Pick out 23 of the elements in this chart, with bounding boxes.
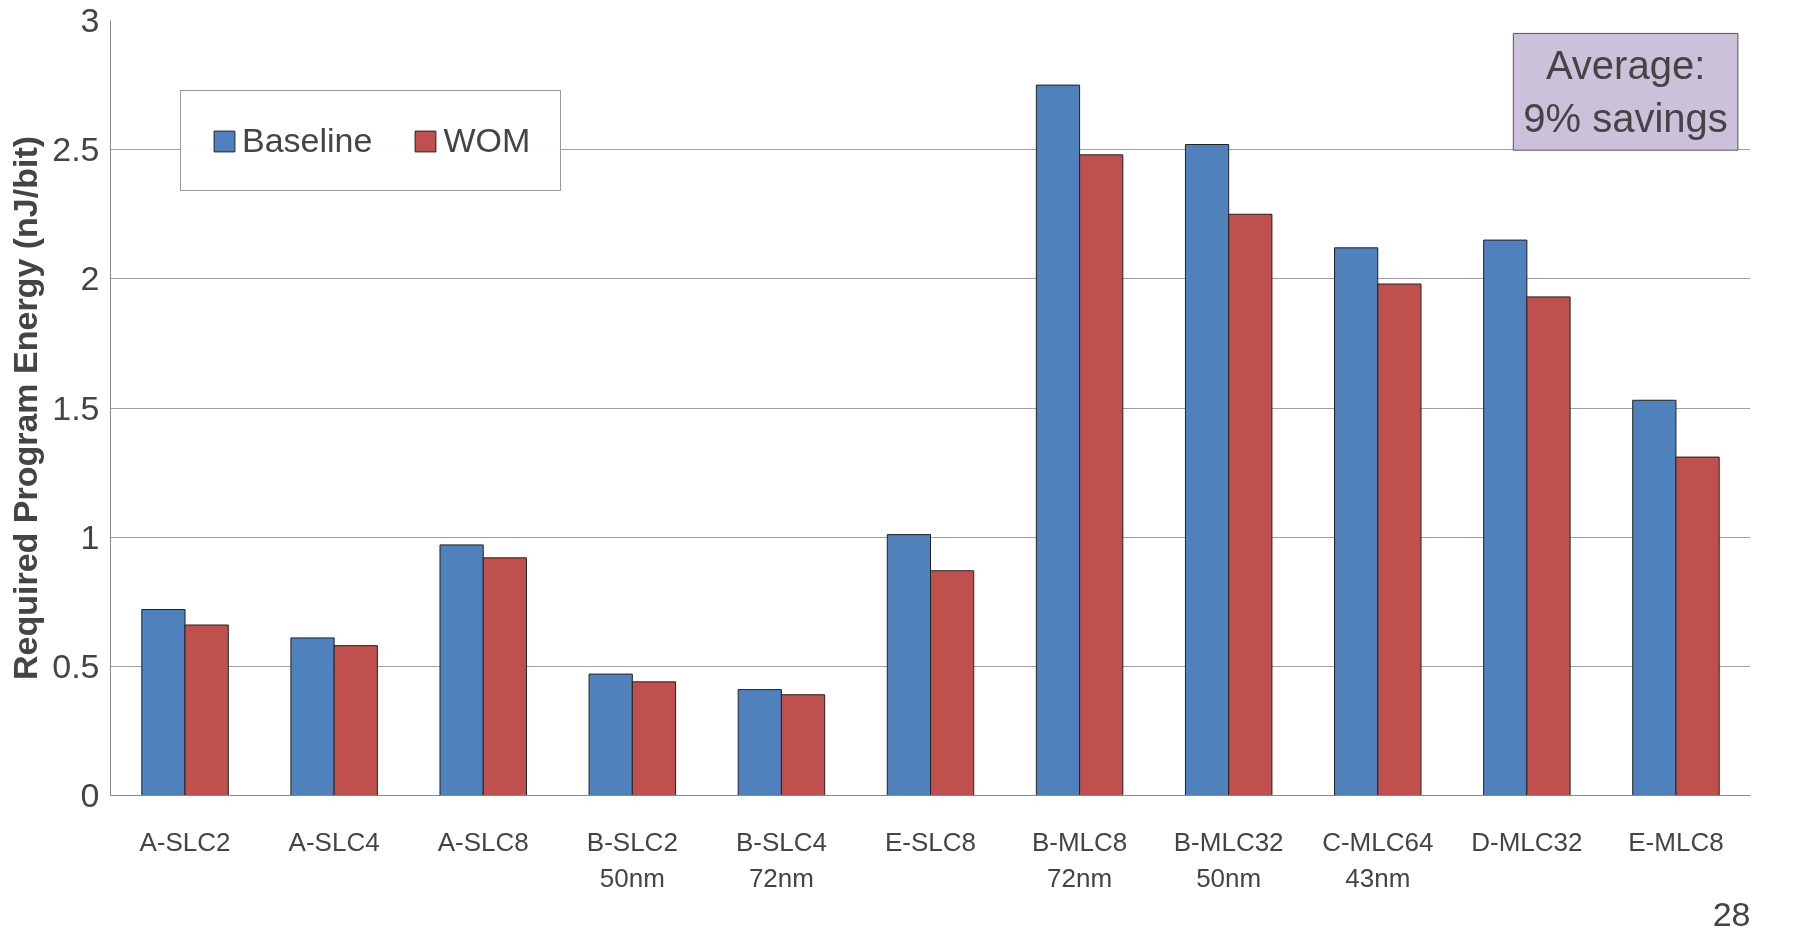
y-tick-label: 2	[80, 259, 100, 298]
y-axis-title: Required Program Energy (nJ/bit)	[6, 135, 45, 681]
y-tick-label: 2.5	[52, 130, 100, 169]
x-tick-label: A-SLC2	[139, 826, 231, 857]
y-tick-label: 3	[80, 1, 100, 39]
y-tick-label: 1.5	[52, 388, 100, 427]
x-tick-label: E-SLC8	[884, 826, 977, 857]
y-tick-label: 1	[80, 517, 100, 556]
annotation: Average: 9% savings	[1523, 43, 1728, 141]
text: 28	[1712, 894, 1751, 933]
x-tick-label: C-MLC64 43nm	[1322, 826, 1434, 893]
x-tick-label: B-SLC2 50nm	[586, 826, 678, 893]
x-tick-label: A-SLC8	[437, 826, 529, 857]
x-tick-label: A-SLC4	[288, 826, 380, 857]
x-tick-label: D-MLC32	[1471, 826, 1583, 857]
x-tick-label: B-MLC8 72nm	[1031, 826, 1128, 893]
y-tick-label: 0.5	[52, 646, 100, 685]
x-tick-label: B-SLC4 72nm	[735, 826, 827, 893]
x-tick-label: B-MLC32 50nm	[1173, 826, 1284, 893]
x-tick-label: E-MLC8	[1628, 826, 1724, 857]
legend-label: WOM	[443, 121, 531, 160]
y-tick-label: 0	[80, 776, 100, 814]
legend-label: Baseline	[242, 121, 373, 160]
